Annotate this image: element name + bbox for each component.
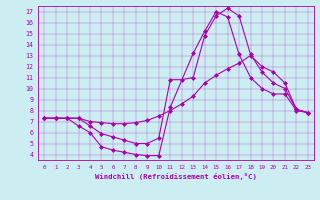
X-axis label: Windchill (Refroidissement éolien,°C): Windchill (Refroidissement éolien,°C) bbox=[95, 173, 257, 180]
